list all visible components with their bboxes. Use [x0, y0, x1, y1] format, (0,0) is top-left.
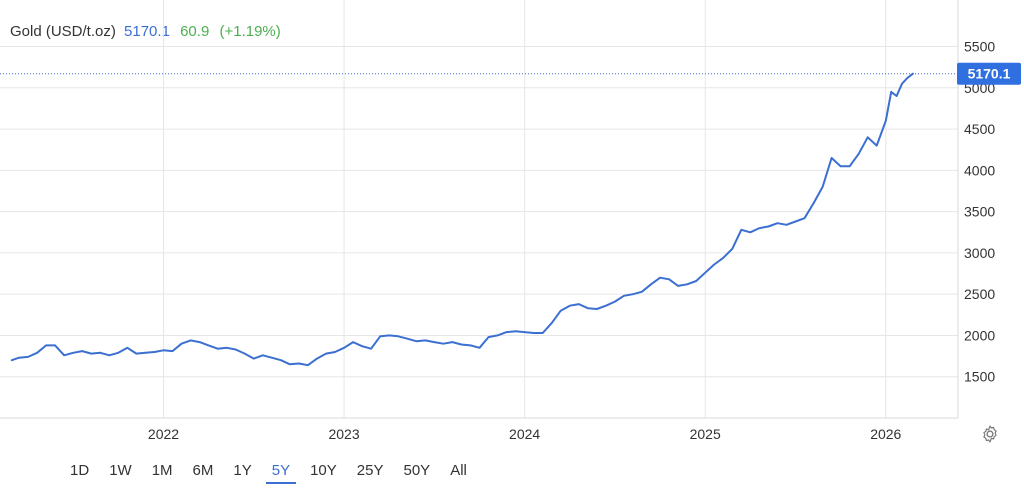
y-tick-label: 2000 [964, 327, 995, 343]
series-layer [10, 72, 914, 367]
x-tick-label: 2026 [870, 426, 901, 442]
gear-icon[interactable] [980, 424, 1000, 444]
y-tick-label: 4000 [964, 162, 995, 178]
range-button-10y[interactable]: 10Y [300, 456, 347, 484]
price-change-percent: (+1.19%) [219, 23, 281, 40]
x-tick-label: 2024 [509, 426, 540, 442]
range-button-50y[interactable]: 50Y [394, 456, 441, 484]
y-tick-label: 2500 [964, 286, 995, 302]
range-button-25y[interactable]: 25Y [347, 456, 394, 484]
y-tick-label: 1500 [964, 369, 995, 385]
range-button-1m[interactable]: 1M [142, 456, 183, 484]
x-tick-label: 2023 [328, 426, 359, 442]
y-tick-label: 3500 [964, 204, 995, 220]
range-selector: 1D 1W 1M 6M 1Y 5Y 10Y 25Y 50Y All [60, 456, 477, 486]
range-button-6m[interactable]: 6M [183, 456, 224, 484]
price-change: 60.9 [180, 23, 210, 40]
range-button-all[interactable]: All [440, 456, 477, 484]
chart-header: Gold (USD/t.oz) 5170.1 60.9 (+1.19%) [10, 23, 281, 40]
y-tick-label: 3000 [964, 245, 995, 261]
series-line [10, 72, 914, 367]
range-button-1y[interactable]: 1Y [223, 456, 261, 484]
grid [0, 0, 958, 418]
y-tick-label: 4500 [964, 121, 995, 137]
x-tick-label: 2022 [148, 426, 179, 442]
range-button-5y[interactable]: 5Y [262, 456, 300, 484]
last-value-label: 5170.1 [968, 66, 1011, 82]
last-price: 5170.1 [124, 23, 170, 40]
range-button-1d[interactable]: 1D [60, 456, 99, 484]
y-tick-label: 5500 [964, 39, 995, 55]
x-tick-label: 2025 [690, 426, 721, 442]
last-value-badge [957, 62, 1021, 85]
instrument-name: Gold (USD/t.oz) [10, 23, 116, 40]
last-value-layer: 5170.1 [0, 62, 1021, 85]
range-button-1w[interactable]: 1W [99, 456, 142, 484]
axes: 1500200025003000350040004500500055002022… [0, 0, 995, 442]
